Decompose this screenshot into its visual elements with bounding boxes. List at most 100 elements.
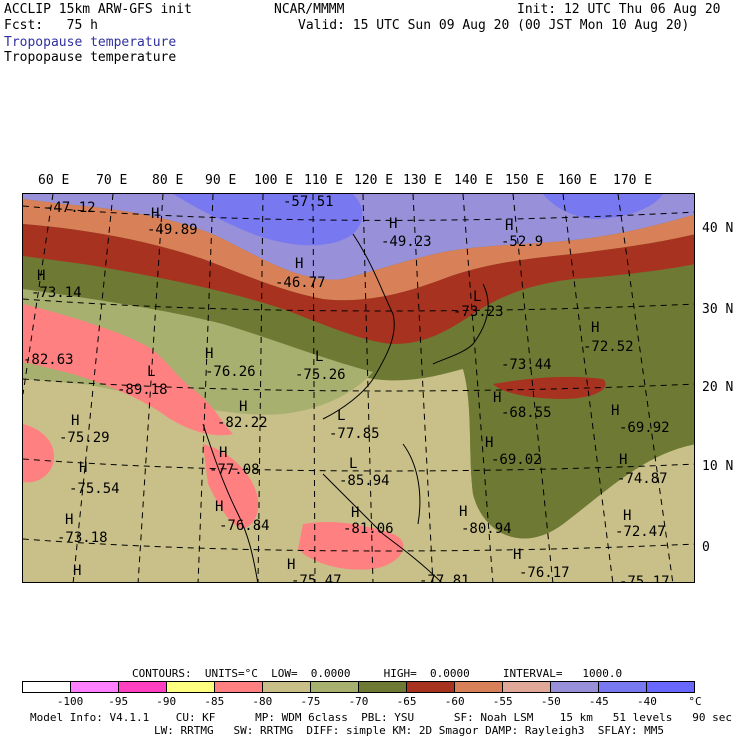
- model-title: ACCLIP 15km ARW-GFS init: [4, 2, 192, 17]
- map-marker-label: H: [351, 505, 360, 521]
- legend-tick-label: -85: [204, 695, 225, 708]
- legend-swatch: [215, 682, 263, 692]
- map-value-label: -73.44: [501, 357, 552, 373]
- cold-patch: [23, 424, 54, 483]
- lon-label: 80 E: [152, 173, 184, 188]
- map-value-label: -72.47: [615, 524, 666, 540]
- field-title-2: Tropopause temperature: [4, 50, 177, 65]
- legend-tick-label: -95: [108, 695, 129, 708]
- map-marker-label: H: [65, 512, 74, 528]
- map-value-label: -73.14: [31, 285, 82, 301]
- map-marker-label: H: [485, 435, 494, 451]
- map-marker-label: L: [147, 364, 156, 380]
- map-marker-label: H: [389, 216, 398, 232]
- map-marker-label: L: [349, 456, 358, 472]
- lon-label: 140 E: [454, 173, 494, 188]
- map-value-label: -47.12: [45, 200, 96, 216]
- band-blue: [173, 194, 363, 246]
- map-value-label: -72.52: [583, 339, 634, 355]
- map-value-label: -68.55: [501, 405, 552, 421]
- map-value-label: -69.02: [491, 452, 542, 468]
- band-lavender: [23, 194, 694, 280]
- legend-swatch: [167, 682, 215, 692]
- legend-tick-label: -55: [492, 695, 513, 708]
- legend-swatch: [551, 682, 599, 692]
- map-marker-label: H: [513, 547, 522, 563]
- graticule: [23, 194, 694, 582]
- model-info-line1: Model Info: V4.1.1 CU: KF MP: WDM 6class…: [30, 711, 732, 724]
- legend-swatch: [407, 682, 455, 692]
- map-marker-label: L: [337, 408, 346, 424]
- legend-swatch: [599, 682, 647, 692]
- map-value-label: -77.81: [419, 573, 470, 583]
- map-value-label: -69.92: [619, 420, 670, 436]
- map-marker-label: H: [73, 563, 82, 579]
- map-value-label: -49.89: [147, 222, 198, 238]
- warm-patch: [493, 376, 606, 399]
- map-value-label: -46.77: [275, 275, 326, 291]
- contours-info: CONTOURS: UNITS=°C LOW= 0.0000 HIGH= 0.0…: [132, 667, 623, 680]
- map-marker-label: H: [205, 346, 214, 362]
- map-value-label: -82.63: [23, 352, 74, 368]
- map-value-label: -52.9: [501, 234, 544, 250]
- init-time: Init: 12 UTC Thu 06 Aug 20: [517, 2, 721, 17]
- legend-tick-label: -60: [444, 695, 465, 708]
- map-value-label: -73.18: [57, 530, 108, 546]
- map-value-label: -76.26: [205, 364, 256, 380]
- legend-tick-label: -70: [348, 695, 369, 708]
- legend-tick-label: -50: [540, 695, 561, 708]
- legend-tick-label: -75: [300, 695, 321, 708]
- lon-label: 70 E: [96, 173, 128, 188]
- legend-swatch: [647, 682, 694, 692]
- map-value-label: -80.94: [461, 521, 512, 537]
- color-legend: [22, 681, 695, 693]
- legend-tick-label: -40: [636, 695, 657, 708]
- legend-swatch: [455, 682, 503, 692]
- map-value-label: -77.08: [209, 462, 260, 478]
- map-value-label: -75.29: [59, 430, 110, 446]
- map-marker-label: H: [623, 508, 632, 524]
- map-marker-label: H: [239, 399, 248, 415]
- map-value-label: -76.84: [219, 518, 270, 534]
- map-marker-label: H: [295, 256, 304, 272]
- map-value-label: -75.17: [619, 574, 670, 583]
- coastlines: [202, 233, 489, 582]
- lon-label: 160 E: [558, 173, 598, 188]
- lon-label: 120 E: [354, 173, 394, 188]
- lon-label: 110 E: [304, 173, 344, 188]
- map-marker-label: H: [37, 268, 46, 284]
- legend-swatch: [311, 682, 359, 692]
- map-marker-label: H: [459, 504, 468, 520]
- valid-time: Valid: 15 UTC Sun 09 Aug 20 (00 JST Mon …: [298, 18, 690, 33]
- map-marker-label: H: [591, 320, 600, 336]
- map-panel: -47.12 H -49.89 -57.51 H -49.23 H -52.9 …: [22, 193, 695, 583]
- legend-swatch: [359, 682, 407, 692]
- map-value-label: -77.85: [329, 426, 380, 442]
- map-value-label: -85.94: [339, 473, 390, 489]
- lat-label: 0: [702, 540, 710, 555]
- legend-tick-label: -45: [588, 695, 609, 708]
- band-dark-red: [23, 224, 694, 344]
- legend-swatch: [119, 682, 167, 692]
- lat-label: 40 N: [702, 221, 734, 236]
- map-marker-label: H: [287, 557, 296, 573]
- band-salmon: [23, 199, 694, 301]
- legend-swatch: [263, 682, 311, 692]
- map-value-label: -73.23: [453, 304, 504, 320]
- map-value-label: -75.26: [295, 367, 346, 383]
- map-marker-label: H: [611, 403, 620, 419]
- lat-label: 10 N: [702, 459, 734, 474]
- legend-tick-label: -90: [156, 695, 177, 708]
- cold-patch: [298, 522, 404, 570]
- map-marker-label: H: [79, 460, 88, 476]
- lat-label: 20 N: [702, 380, 734, 395]
- map-marker-label: H: [219, 445, 228, 461]
- map-marker-label: H: [619, 452, 628, 468]
- cold-patch: [23, 304, 233, 436]
- legend-tick-label: -100: [56, 695, 84, 708]
- legend-swatch: [23, 682, 71, 692]
- map-value-label: -76.17: [519, 565, 570, 581]
- forecast-hour: Fcst: 75 h: [4, 18, 98, 33]
- lat-label: 30 N: [702, 302, 734, 317]
- field-title-1: Tropopause temperature: [4, 35, 177, 50]
